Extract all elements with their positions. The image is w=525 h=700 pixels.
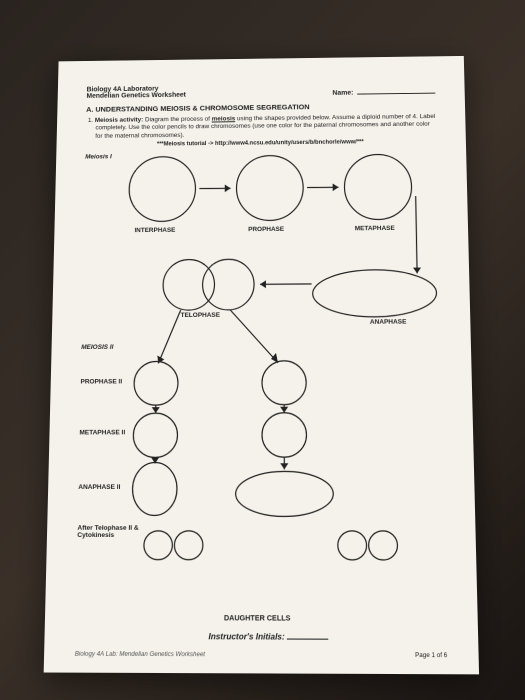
course-block: Biology 4A Laboratory Mendelian Genetics… xyxy=(86,86,186,100)
footer-row: Biology 4A Lab: Mendelian Genetics Works… xyxy=(75,651,448,659)
footer-doc-title: Biology 4A Lab: Mendelian Genetics Works… xyxy=(75,651,205,658)
cytokinesis-text: Cytokinesis xyxy=(77,532,114,539)
label-after-telo: After Telophase II & Cytokinesis xyxy=(77,525,138,539)
label-prophase: PROPHASE xyxy=(248,226,284,233)
after-telo-text: After Telophase II & xyxy=(77,525,138,532)
header-row: Biology 4A Laboratory Mendelian Genetics… xyxy=(86,82,435,99)
name-line xyxy=(357,93,435,95)
label-metaphase: METAPHASE xyxy=(355,225,395,232)
activity-keyword: meiosis xyxy=(212,116,236,123)
label-anaphase2: ANAPHASE II xyxy=(78,484,120,491)
activity-text: 1. Meiosis activity: Diagram the process… xyxy=(86,113,437,141)
name-field: Name: xyxy=(332,89,435,97)
name-label: Name: xyxy=(332,90,353,97)
meiosis-diagram: Meiosis I xyxy=(76,148,446,587)
label-interphase: INTERPHASE xyxy=(134,227,175,234)
section-letter: A. xyxy=(86,105,93,113)
instructor-label: Instructor's Initials: xyxy=(208,632,284,642)
activity-before: Diagram the process of xyxy=(145,116,212,123)
diagram-svg xyxy=(76,148,446,587)
section-title: A. UNDERSTANDING MEIOSIS & CHROMOSOME SE… xyxy=(86,101,436,114)
daughter-cells-label: DAUGHTER CELLS xyxy=(224,615,291,623)
label-meiosis2: MEIOSIS II xyxy=(81,344,113,351)
label-telophase: TELOPHASE xyxy=(181,312,220,319)
initials-line xyxy=(287,638,328,639)
instructor-initials: Instructor's Initials: xyxy=(208,632,328,642)
activity-num: 1. xyxy=(88,117,93,124)
course-subtitle: Mendelian Genetics Worksheet xyxy=(86,92,186,100)
activity-label: Meiosis activity: xyxy=(95,117,144,124)
label-metaphase2: METAPHASE II xyxy=(79,430,125,437)
worksheet-paper: Biology 4A Laboratory Mendelian Genetics… xyxy=(44,56,479,674)
label-anaphase: ANAPHASE xyxy=(370,319,407,326)
footer-page: Page 1 of 6 xyxy=(415,653,447,660)
label-prophase2: PROPHASE II xyxy=(80,379,122,386)
section-text: UNDERSTANDING MEIOSIS & CHROMOSOME SEGRE… xyxy=(95,103,309,114)
